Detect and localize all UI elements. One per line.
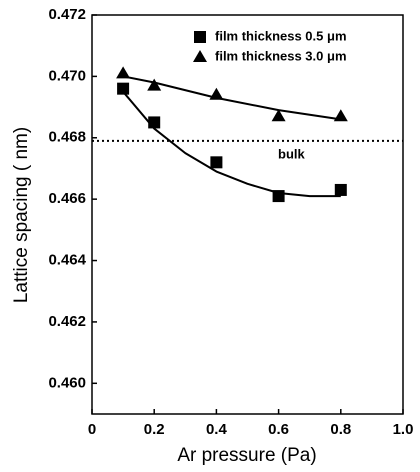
- legend-marker: [194, 31, 206, 43]
- y-axis-label: Lattice spacing ( nm): [11, 127, 32, 303]
- reference-label: bulk: [278, 146, 305, 161]
- marker-triangle: [116, 66, 131, 79]
- x-tick-label: 0: [88, 421, 96, 438]
- marker-square: [148, 116, 161, 129]
- x-tick-label: 0.2: [144, 421, 165, 438]
- y-tick-label: 0.460: [48, 374, 86, 391]
- legend-label: film thickness 3.0 μm: [215, 48, 347, 63]
- y-tick-label: 0.462: [48, 313, 86, 330]
- marker-square: [117, 82, 130, 95]
- x-axis-label: Ar pressure (Pa): [177, 445, 316, 466]
- marker-square: [334, 183, 347, 196]
- marker-square: [272, 190, 285, 203]
- y-tick-label: 0.472: [48, 6, 86, 23]
- plot-frame: [91, 14, 404, 415]
- marker-triangle: [271, 109, 286, 122]
- marker-triangle: [333, 109, 348, 122]
- legend-marker: [193, 50, 207, 62]
- marker-square: [210, 156, 223, 169]
- y-tick-label: 0.468: [48, 129, 86, 146]
- marker-triangle: [209, 87, 224, 100]
- legend-label: film thickness 0.5 μm: [215, 28, 347, 43]
- x-tick-label: 0.6: [268, 421, 289, 438]
- y-tick-label: 0.470: [48, 67, 86, 84]
- x-tick-label: 0.4: [206, 421, 228, 438]
- y-tick-label: 0.466: [48, 190, 86, 207]
- x-tick-label: 1.0: [393, 421, 414, 438]
- x-tick-label: 0.8: [330, 421, 351, 438]
- marker-triangle: [147, 78, 162, 91]
- y-tick-label: 0.464: [48, 252, 86, 269]
- fit-curve: [122, 91, 341, 198]
